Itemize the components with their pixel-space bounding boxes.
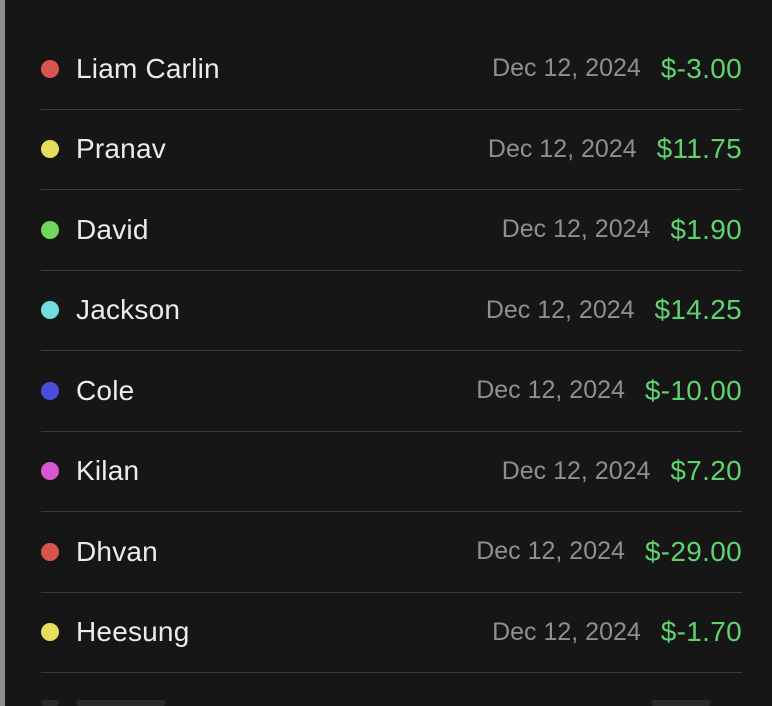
partially-visible-row[interactable] bbox=[41, 672, 742, 706]
transaction-amount: $7.20 bbox=[670, 455, 742, 487]
partial-name bbox=[76, 700, 166, 706]
transaction-row[interactable]: Pranav Dec 12, 2024 $11.75 bbox=[41, 110, 742, 190]
transaction-name: Jackson bbox=[76, 294, 181, 326]
transaction-amount: $1.90 bbox=[670, 213, 742, 245]
transaction-date: Dec 12, 2024 bbox=[476, 537, 625, 566]
partial-amount bbox=[651, 700, 711, 706]
transaction-list[interactable]: Liam Carlin Dec 12, 2024 $-3.00 Pranav D… bbox=[41, 29, 742, 673]
transaction-name: Pranav bbox=[76, 133, 166, 165]
transaction-amount: $-10.00 bbox=[644, 374, 742, 406]
transaction-row[interactable]: Heesung Dec 12, 2024 $-1.70 bbox=[41, 593, 742, 673]
transaction-amount: $-1.70 bbox=[660, 616, 742, 648]
transaction-row[interactable]: Cole Dec 12, 2024 $-10.00 bbox=[41, 351, 742, 432]
user-color-dot bbox=[41, 623, 59, 642]
window-left-edge bbox=[0, 0, 5, 706]
user-color-dot bbox=[41, 462, 59, 481]
transaction-amount: $-3.00 bbox=[660, 52, 742, 84]
transaction-amount: $11.75 bbox=[656, 133, 742, 165]
transaction-date: Dec 12, 2024 bbox=[487, 134, 637, 163]
transaction-date: Dec 12, 2024 bbox=[501, 456, 651, 485]
user-color-dot bbox=[41, 59, 59, 78]
transaction-amount: $-29.00 bbox=[644, 535, 742, 567]
transaction-name: Heesung bbox=[76, 616, 190, 648]
transaction-row[interactable]: David Dec 12, 2024 $1.90 bbox=[41, 190, 742, 271]
transaction-name: David bbox=[76, 213, 149, 245]
transaction-name: Kilan bbox=[76, 455, 140, 487]
user-color-dot bbox=[41, 381, 59, 400]
transaction-date: Dec 12, 2024 bbox=[485, 295, 635, 324]
transaction-row[interactable]: Liam Carlin Dec 12, 2024 $-3.00 bbox=[41, 29, 742, 110]
transaction-date: Dec 12, 2024 bbox=[501, 215, 651, 244]
transaction-date: Dec 12, 2024 bbox=[492, 617, 641, 646]
transaction-row[interactable]: Jackson Dec 12, 2024 $14.25 bbox=[41, 271, 742, 351]
transaction-name: Liam Carlin bbox=[76, 52, 220, 84]
user-color-dot bbox=[41, 220, 59, 239]
transaction-date: Dec 12, 2024 bbox=[492, 54, 641, 83]
transaction-date: Dec 12, 2024 bbox=[476, 376, 625, 405]
user-color-dot bbox=[41, 140, 59, 159]
transaction-name: Cole bbox=[76, 374, 135, 406]
transaction-row[interactable]: Dhvan Dec 12, 2024 $-29.00 bbox=[41, 512, 742, 593]
transaction-name: Dhvan bbox=[76, 535, 158, 567]
partial-dot bbox=[41, 700, 59, 706]
transaction-amount: $14.25 bbox=[654, 294, 742, 326]
user-color-dot bbox=[41, 542, 59, 561]
transaction-row[interactable]: Kilan Dec 12, 2024 $7.20 bbox=[41, 432, 742, 512]
user-color-dot bbox=[41, 301, 59, 320]
